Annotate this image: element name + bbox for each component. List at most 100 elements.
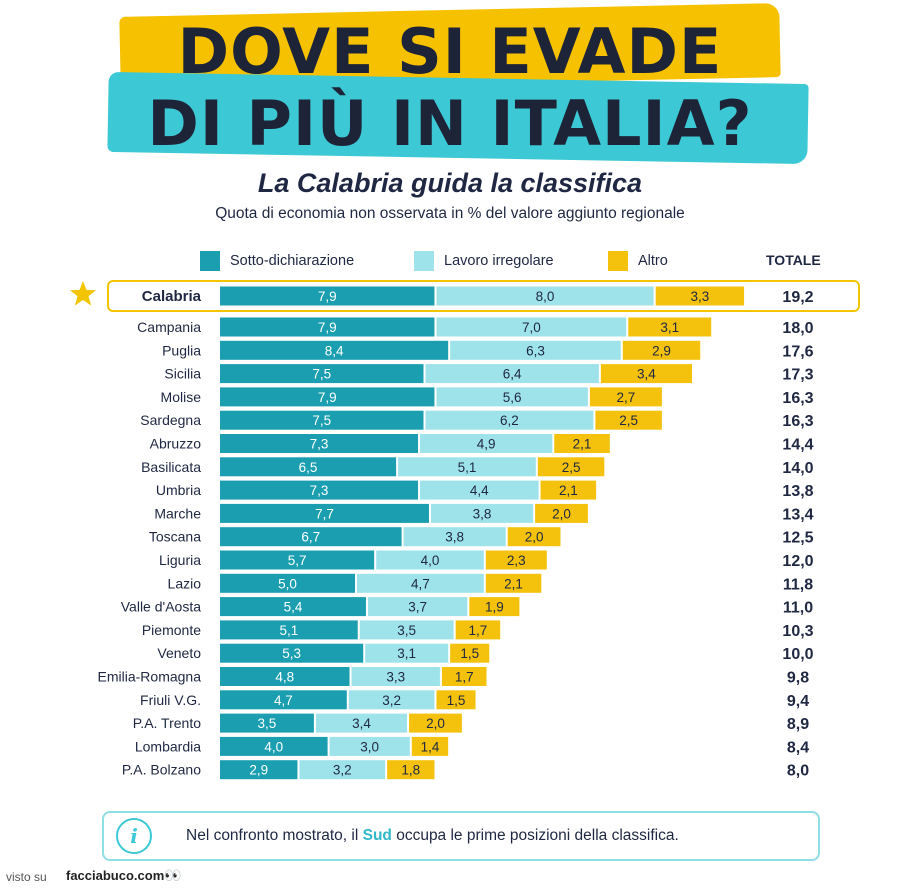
bar-segment bbox=[220, 736, 328, 756]
bar-value-label: 5,0 bbox=[278, 576, 297, 591]
bar-segment bbox=[485, 550, 547, 570]
bar-value-label: 6,3 bbox=[526, 343, 545, 358]
bar-segment bbox=[600, 364, 693, 384]
bar-segment bbox=[436, 387, 588, 407]
bar-segment bbox=[220, 760, 298, 780]
legend-item-lavoro-irregolare: Lavoro irregolare bbox=[414, 250, 554, 272]
region-label: Lombardia bbox=[135, 738, 201, 754]
bar-value-label: 7,3 bbox=[310, 483, 329, 498]
total-value: 9,4 bbox=[787, 693, 809, 710]
bar-value-label: 4,7 bbox=[411, 576, 430, 591]
legend-item-sotto-dichiarazione: Sotto-dichiarazione bbox=[200, 250, 354, 272]
eyes-icon: 👀 bbox=[164, 867, 182, 883]
bar-segment bbox=[420, 434, 553, 453]
bar-value-label: 2,0 bbox=[552, 506, 571, 521]
region-label: Marche bbox=[154, 505, 201, 521]
bar-segment bbox=[365, 643, 449, 663]
bar-value-label: 5,3 bbox=[282, 646, 301, 661]
bar-value-label: 3,8 bbox=[473, 506, 492, 521]
total-value: 14,4 bbox=[782, 437, 813, 454]
total-value: 18,0 bbox=[782, 320, 813, 337]
bar-value-label: 2,5 bbox=[619, 413, 638, 428]
total-value: 14,0 bbox=[782, 460, 813, 477]
bar-segment bbox=[554, 434, 610, 453]
legend-label: Lavoro irregolare bbox=[444, 253, 554, 269]
legend-swatch bbox=[200, 251, 220, 271]
bar-segment bbox=[220, 480, 419, 500]
bar-value-label: 7,7 bbox=[315, 506, 334, 521]
bar-segment bbox=[411, 736, 449, 756]
bar-value-label: 3,2 bbox=[333, 763, 352, 778]
bar-segment bbox=[507, 527, 561, 547]
bar-segment bbox=[357, 573, 484, 593]
bar-segment bbox=[655, 286, 745, 306]
total-value: 11,0 bbox=[783, 600, 813, 617]
bar-segment bbox=[220, 620, 358, 640]
total-value: 13,8 bbox=[782, 483, 813, 500]
bar-segment bbox=[220, 597, 366, 617]
total-value: 16,3 bbox=[782, 390, 813, 407]
bar-value-label: 6,2 bbox=[500, 413, 519, 428]
region-label: Emilia-Romagna bbox=[98, 669, 202, 685]
region-label: P.A. Bolzano bbox=[122, 762, 201, 778]
bar-segment bbox=[595, 410, 662, 430]
legend-swatch bbox=[414, 251, 434, 271]
bar-segment bbox=[450, 340, 621, 360]
total-value: 9,8 bbox=[787, 670, 809, 687]
region-label: Umbria bbox=[156, 482, 201, 498]
bar-value-label: 3,2 bbox=[382, 693, 401, 708]
region-label: Friuli V.G. bbox=[140, 692, 201, 708]
bar-segment bbox=[315, 713, 408, 733]
bar-value-label: 7,9 bbox=[318, 289, 337, 304]
bar-segment bbox=[403, 527, 506, 547]
bar-value-label: 3,1 bbox=[397, 646, 416, 661]
bar-value-label: 7,9 bbox=[318, 390, 337, 405]
bar-segment bbox=[436, 286, 654, 306]
region-label: Veneto bbox=[157, 645, 201, 661]
bar-value-label: 4,0 bbox=[264, 739, 283, 754]
bar-value-label: 2,0 bbox=[525, 530, 544, 545]
bar-value-label: 1,8 bbox=[401, 763, 420, 778]
chart-caption: Quota di economia non osservata in % del… bbox=[215, 205, 685, 222]
total-value: 10,3 bbox=[782, 623, 813, 640]
bar-value-label: 3,3 bbox=[690, 289, 709, 304]
bar-segment bbox=[436, 690, 476, 710]
total-value: 17,6 bbox=[782, 343, 813, 360]
info-text: Nel confronto mostrato, il Sud occupa le… bbox=[186, 827, 679, 845]
bar-value-label: 4,4 bbox=[470, 483, 489, 498]
info-text-before: Nel confronto mostrato, il bbox=[186, 827, 363, 844]
info-text-highlight: Sud bbox=[362, 827, 392, 844]
bar-value-label: 3,5 bbox=[397, 623, 416, 638]
region-label: Basilicata bbox=[141, 459, 201, 475]
bar-value-label: 1,7 bbox=[455, 670, 474, 685]
subtitle: La Calabria guida la classifica bbox=[257, 168, 643, 198]
bar-value-label: 3,3 bbox=[386, 670, 405, 685]
bar-value-label: 8,4 bbox=[325, 343, 344, 358]
region-label: Puglia bbox=[162, 342, 201, 358]
bar-value-label: 2,5 bbox=[562, 460, 581, 475]
bar-segment bbox=[441, 667, 487, 686]
bar-value-label: 7,5 bbox=[312, 367, 331, 382]
bar-value-label: 4,7 bbox=[274, 693, 293, 708]
bar-segment bbox=[409, 713, 462, 733]
bar-value-label: 5,6 bbox=[503, 390, 522, 405]
region-label: Valle d'Aosta bbox=[121, 599, 201, 615]
legend-item-altro: Altro bbox=[608, 250, 668, 272]
bar-segment bbox=[622, 340, 701, 360]
bar-segment bbox=[430, 503, 534, 523]
bar-segment bbox=[425, 410, 594, 430]
bar-value-label: 4,8 bbox=[275, 670, 294, 685]
bar-value-label: 3,4 bbox=[637, 367, 656, 382]
footer-site-link[interactable]: facciabuco.com bbox=[66, 868, 165, 883]
bar-segment bbox=[450, 643, 490, 663]
bar-segment bbox=[376, 550, 484, 570]
total-value: 12,5 bbox=[782, 530, 813, 547]
bar-segment bbox=[220, 667, 350, 686]
bar-value-label: 2,9 bbox=[652, 343, 671, 358]
bar-segment bbox=[220, 364, 424, 384]
title-line-2: DI PIÙ IN ITALIA? bbox=[147, 87, 753, 160]
bar-segment bbox=[220, 387, 435, 407]
bar-segment bbox=[469, 597, 520, 617]
bar-value-label: 2,1 bbox=[573, 437, 592, 452]
